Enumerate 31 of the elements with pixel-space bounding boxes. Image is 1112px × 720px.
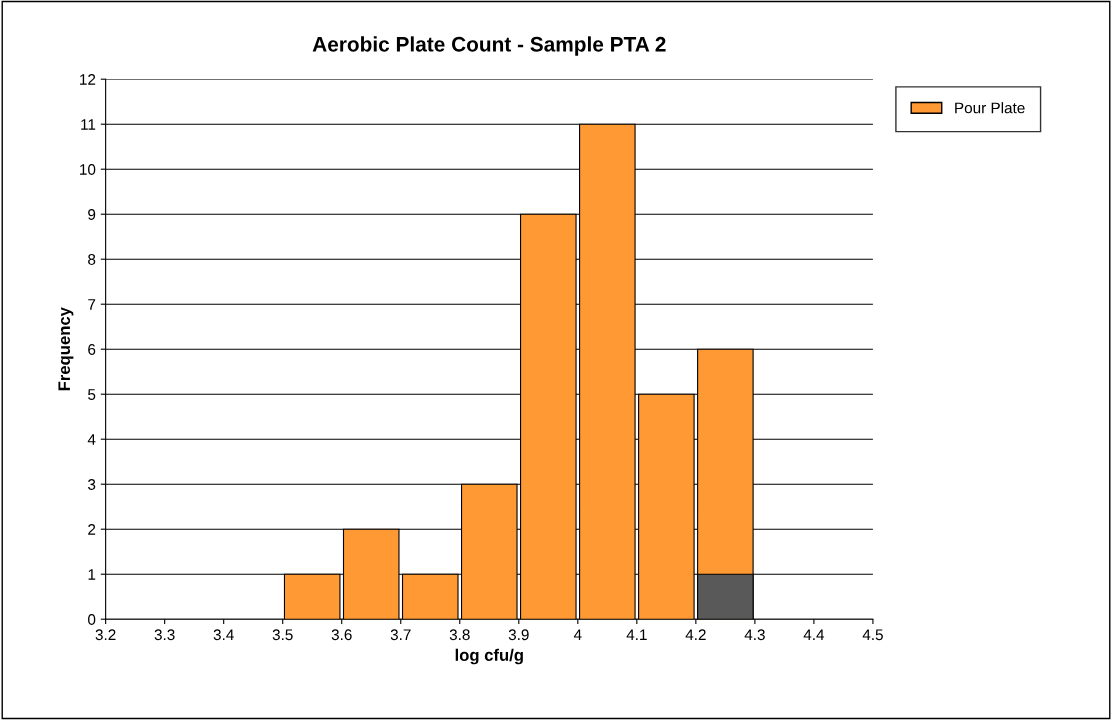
x-tick-label: 3.7 — [390, 629, 411, 641]
y-tick-label: 2 — [88, 524, 96, 535]
x-tick-label: 4.3 — [744, 629, 765, 641]
y-tick-label: 1 — [88, 569, 96, 580]
x-tick-label: 3.5 — [272, 629, 293, 641]
y-axis-title: Frequency — [58, 307, 74, 391]
y-tick-label: 9 — [88, 209, 96, 220]
x-tick-label: 4 — [573, 629, 582, 640]
x-tick-label: 3.9 — [508, 629, 529, 641]
x-tick-label: 4.4 — [803, 629, 825, 640]
y-tick-label: 8 — [88, 254, 96, 265]
y-tick-label: 5 — [88, 389, 96, 400]
y-tick-label: 0 — [88, 614, 96, 625]
x-tick-label: 3.6 — [331, 629, 352, 641]
y-tick-label: 10 — [80, 164, 96, 175]
x-axis-title: log cfu/g — [455, 648, 523, 665]
y-tick-label: 7 — [88, 299, 96, 310]
chart-title: Aerobic Plate Count - Sample PTA 2 — [312, 36, 666, 56]
x-tick-label: 4.5 — [862, 629, 883, 641]
y-tick-label: 12 — [80, 74, 96, 85]
x-tick-label: 3.4 — [213, 629, 234, 641]
x-tick-label: 4.2 — [685, 629, 706, 640]
y-tick-label: 11 — [81, 119, 96, 130]
x-tick-label: 3.8 — [449, 629, 470, 641]
y-tick-label: 4 — [87, 434, 96, 445]
x-tick-label: 3.2 — [95, 629, 116, 641]
x-tick-label: 3.3 — [154, 629, 175, 641]
legend-label: Pour Plate — [955, 102, 1025, 114]
y-tick-label: 6 — [88, 344, 96, 355]
y-tick-label: 3 — [88, 479, 96, 490]
x-tick-label: 4.1 — [626, 629, 647, 640]
